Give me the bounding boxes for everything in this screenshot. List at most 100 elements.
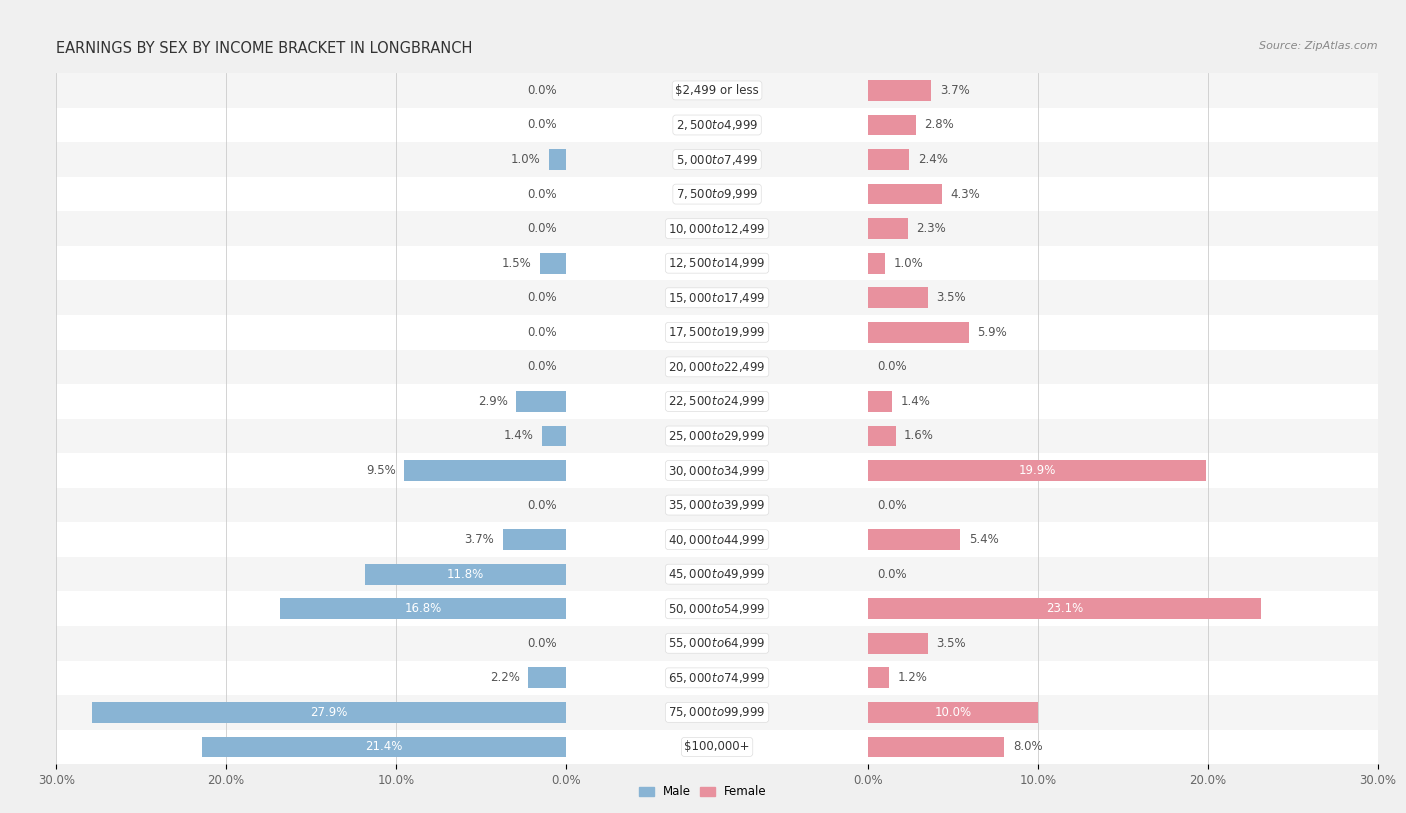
Text: $20,000 to $22,499: $20,000 to $22,499 bbox=[668, 360, 766, 374]
Text: 2.3%: 2.3% bbox=[917, 222, 946, 235]
Text: 1.0%: 1.0% bbox=[894, 257, 924, 270]
Text: $15,000 to $17,499: $15,000 to $17,499 bbox=[668, 291, 766, 305]
Text: 10.0%: 10.0% bbox=[935, 706, 972, 719]
Text: Source: ZipAtlas.com: Source: ZipAtlas.com bbox=[1260, 41, 1378, 50]
Bar bbox=[503, 529, 565, 550]
Text: 3.5%: 3.5% bbox=[936, 637, 966, 650]
Bar bbox=[0, 350, 1406, 385]
Bar bbox=[0, 107, 1406, 142]
Text: 1.4%: 1.4% bbox=[901, 395, 931, 408]
Bar bbox=[0, 73, 1406, 107]
Bar bbox=[869, 598, 1261, 620]
Bar bbox=[0, 107, 1406, 142]
Bar bbox=[0, 626, 1406, 660]
Text: 3.7%: 3.7% bbox=[939, 84, 970, 97]
Bar bbox=[516, 391, 565, 412]
Bar bbox=[405, 460, 565, 480]
Bar bbox=[0, 315, 1406, 350]
Bar bbox=[0, 488, 1406, 523]
Bar bbox=[0, 176, 1406, 211]
Bar bbox=[869, 184, 942, 205]
Text: 0.0%: 0.0% bbox=[527, 326, 557, 339]
Text: $5,000 to $7,499: $5,000 to $7,499 bbox=[676, 153, 758, 167]
Text: 0.0%: 0.0% bbox=[877, 567, 907, 580]
Text: $40,000 to $44,999: $40,000 to $44,999 bbox=[668, 533, 766, 546]
Bar bbox=[0, 730, 1406, 764]
Bar bbox=[0, 280, 1406, 315]
Bar bbox=[0, 350, 1406, 385]
Bar bbox=[0, 523, 1406, 557]
Text: 0.0%: 0.0% bbox=[527, 119, 557, 132]
Text: $12,500 to $14,999: $12,500 to $14,999 bbox=[668, 256, 766, 270]
Bar bbox=[0, 315, 1406, 350]
Text: $65,000 to $74,999: $65,000 to $74,999 bbox=[668, 671, 766, 685]
Bar bbox=[0, 626, 1406, 660]
Bar bbox=[0, 280, 1406, 315]
Text: $7,500 to $9,999: $7,500 to $9,999 bbox=[676, 187, 758, 201]
Text: $2,499 or less: $2,499 or less bbox=[675, 84, 759, 97]
Bar bbox=[0, 211, 1406, 246]
Text: 4.3%: 4.3% bbox=[950, 188, 980, 201]
Bar bbox=[0, 730, 1406, 764]
Text: 1.6%: 1.6% bbox=[904, 429, 934, 442]
Bar bbox=[0, 385, 1406, 419]
Bar bbox=[0, 592, 1406, 626]
Text: $22,500 to $24,999: $22,500 to $24,999 bbox=[668, 394, 766, 408]
Text: 3.7%: 3.7% bbox=[464, 533, 495, 546]
Bar bbox=[202, 737, 565, 758]
Bar bbox=[0, 246, 1406, 280]
Bar bbox=[0, 385, 1406, 419]
Text: 0.0%: 0.0% bbox=[527, 498, 557, 511]
Bar bbox=[280, 598, 565, 620]
Bar bbox=[0, 350, 1406, 385]
Text: 3.5%: 3.5% bbox=[936, 291, 966, 304]
Bar bbox=[0, 523, 1406, 557]
Bar bbox=[0, 454, 1406, 488]
Bar bbox=[0, 488, 1406, 523]
Bar bbox=[869, 115, 917, 135]
Bar bbox=[0, 557, 1406, 592]
Text: $45,000 to $49,999: $45,000 to $49,999 bbox=[668, 567, 766, 581]
Text: $10,000 to $12,499: $10,000 to $12,499 bbox=[668, 222, 766, 236]
Text: 0.0%: 0.0% bbox=[877, 498, 907, 511]
Bar bbox=[0, 557, 1406, 592]
Text: $50,000 to $54,999: $50,000 to $54,999 bbox=[668, 602, 766, 615]
Text: 0.0%: 0.0% bbox=[527, 637, 557, 650]
Bar bbox=[869, 702, 1038, 723]
Bar bbox=[0, 695, 1406, 730]
Bar bbox=[869, 149, 910, 170]
Bar bbox=[0, 488, 1406, 523]
Bar bbox=[869, 80, 931, 101]
Bar bbox=[0, 73, 1406, 107]
Text: 2.9%: 2.9% bbox=[478, 395, 508, 408]
Bar bbox=[869, 288, 928, 308]
Bar bbox=[0, 315, 1406, 350]
Bar bbox=[0, 557, 1406, 592]
Bar bbox=[869, 737, 1004, 758]
Text: EARNINGS BY SEX BY INCOME BRACKET IN LONGBRANCH: EARNINGS BY SEX BY INCOME BRACKET IN LON… bbox=[56, 41, 472, 55]
Bar bbox=[0, 176, 1406, 211]
Text: 16.8%: 16.8% bbox=[405, 602, 441, 615]
Text: 27.9%: 27.9% bbox=[311, 706, 347, 719]
Bar bbox=[0, 592, 1406, 626]
Bar bbox=[0, 142, 1406, 176]
Text: 9.5%: 9.5% bbox=[366, 464, 396, 477]
Text: 2.8%: 2.8% bbox=[925, 119, 955, 132]
Bar bbox=[366, 564, 565, 585]
Text: 5.9%: 5.9% bbox=[977, 326, 1007, 339]
Text: $25,000 to $29,999: $25,000 to $29,999 bbox=[668, 429, 766, 443]
Bar bbox=[0, 142, 1406, 176]
Bar bbox=[869, 253, 886, 273]
Bar bbox=[0, 626, 1406, 660]
Text: $30,000 to $34,999: $30,000 to $34,999 bbox=[668, 463, 766, 477]
Bar bbox=[541, 426, 565, 446]
Bar bbox=[0, 246, 1406, 280]
Text: $100,000+: $100,000+ bbox=[685, 741, 749, 754]
Text: 0.0%: 0.0% bbox=[527, 188, 557, 201]
Text: $55,000 to $64,999: $55,000 to $64,999 bbox=[668, 637, 766, 650]
Bar bbox=[869, 667, 889, 688]
Text: 21.4%: 21.4% bbox=[366, 741, 402, 754]
Bar bbox=[0, 142, 1406, 176]
Bar bbox=[0, 419, 1406, 454]
Bar bbox=[869, 633, 928, 654]
